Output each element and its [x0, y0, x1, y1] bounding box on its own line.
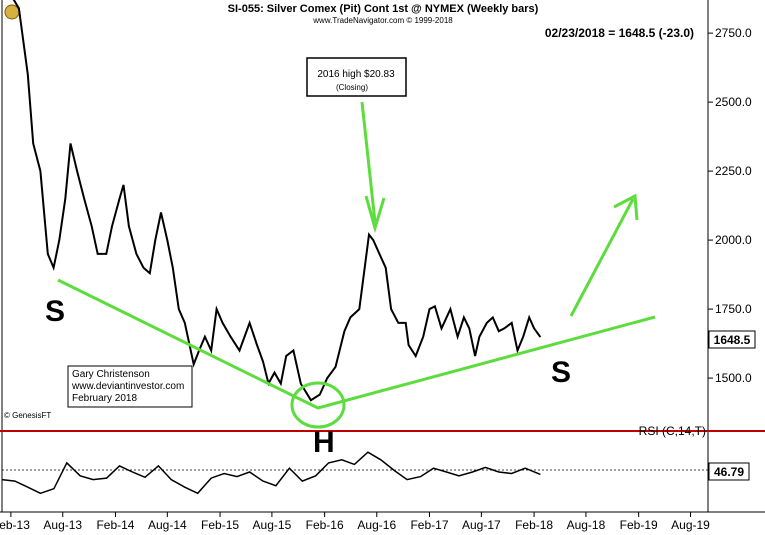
high-annotation: 2016 high $20.83 (Closing) — [306, 57, 407, 97]
price-series-line — [12, 0, 542, 402]
x-tick-label: Aug-16 — [357, 518, 396, 532]
x-tick-label: Feb-17 — [410, 518, 448, 532]
price-last-value-label: 1648.5 — [708, 330, 756, 349]
x-tick-label: Aug-15 — [253, 518, 292, 532]
rsi-last-value-label: 46.79 — [708, 462, 750, 481]
y-tick-label: 2250.0 — [715, 164, 752, 178]
x-tick-label: Aug-19 — [671, 518, 710, 532]
author-box-frame — [67, 365, 193, 408]
rsi-last-value-box — [708, 462, 750, 481]
rsi-last-value-text: 46.79 — [714, 465, 744, 479]
right-shoulder-label: S — [551, 356, 571, 389]
y-tick-label: 1750.0 — [715, 302, 752, 316]
y-axis-ticks: 1500.0 1750.0 2000.0 2250.0 2500.0 2750.0 — [708, 26, 752, 385]
price-last-value-text: 1648.5 — [714, 333, 751, 347]
x-tick-label: Aug-17 — [462, 518, 501, 532]
y-tick-label: 2000.0 — [715, 233, 752, 247]
logo-icon — [4, 4, 20, 20]
breakout-arrow-shaft — [569, 198, 635, 317]
genesis-credit: © GenesisFT — [4, 411, 51, 420]
copyright: www.TradeNavigator.com © 1999-2018 — [312, 16, 453, 25]
high-annotation-box — [306, 57, 407, 97]
rsi-title: RSI (C,14,T) — [639, 424, 706, 438]
author-date: February 2018 — [72, 393, 137, 404]
y-tick-label: 2750.0 — [715, 26, 752, 40]
breakout-arrow-head — [613, 193, 639, 221]
x-tick-label: Aug-14 — [148, 518, 187, 532]
plot-frame — [0, 0, 765, 513]
author-site: www.deviantinvestor.com — [71, 381, 184, 392]
high-arrow-head — [364, 195, 386, 234]
x-tick-label: Feb-14 — [96, 518, 134, 532]
x-tick-label: Feb-18 — [515, 518, 553, 532]
author-box: Gary Christenson www.deviantinvestor.com… — [67, 365, 193, 408]
pattern-overlay — [57, 101, 656, 429]
price-last-value-box — [708, 330, 756, 349]
head-label: H — [313, 426, 335, 459]
x-tick-label: Aug-18 — [567, 518, 606, 532]
x-tick-label: Feb-16 — [306, 518, 344, 532]
high-annotation-line1: 2016 high $20.83 — [317, 69, 395, 80]
high-annotation-line2: (Closing) — [336, 83, 368, 92]
x-tick-label: Aug-13 — [43, 518, 82, 532]
y-tick-label: 2500.0 — [715, 95, 752, 109]
last-quote: 02/23/2018 = 1648.5 (-23.0) — [545, 26, 694, 40]
x-tick-label: Feb-19 — [620, 518, 658, 532]
y-tick-label: 1500.0 — [715, 371, 752, 385]
neckline — [57, 278, 656, 410]
head-circle — [290, 381, 346, 429]
x-tick-label: Feb-15 — [201, 518, 239, 532]
left-shoulder-label: S — [45, 295, 65, 328]
chart-title: SI-055: Silver Comex (Pit) Cont 1st @ NY… — [228, 3, 539, 15]
x-tick-label: Feb-13 — [0, 518, 30, 532]
high-arrow-shaft — [360, 101, 377, 223]
rsi-series-line — [1, 451, 541, 495]
author-name: Gary Christenson — [72, 369, 150, 380]
x-axis-ticks: Feb-13 Aug-13 Feb-14 Aug-14 Feb-15 Aug-15 Feb-… — [0, 512, 710, 532]
